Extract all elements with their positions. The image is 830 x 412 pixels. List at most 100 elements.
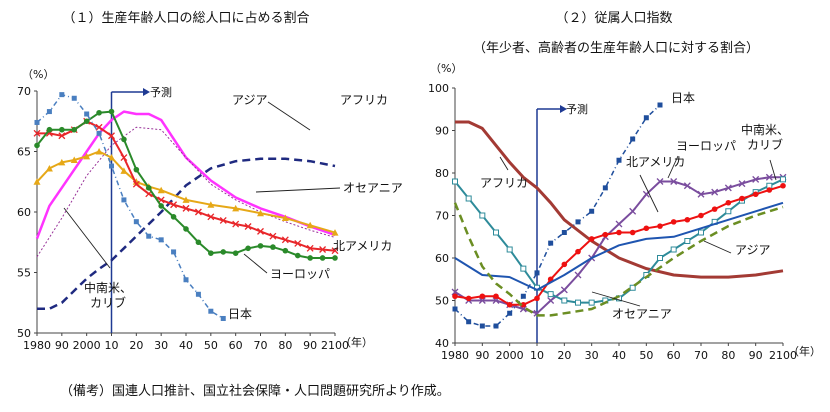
series-中南米-カリブ-point [479,212,486,219]
series-オセアニア-point [108,154,115,161]
series-ヨーロッパ-point [121,136,127,143]
series-中南米-カリブ-point [657,255,663,261]
series-日本-point [602,185,608,191]
series-オセアニア-point [232,204,240,212]
series-北アメリカ-point [534,295,540,302]
series-ヨーロッパ-point [232,250,239,256]
x-tick-label: 50 [204,339,218,352]
series-中南米-カリブ-point [684,238,691,244]
series-日本-point [208,308,214,314]
series-ヨーロッパ-point [765,173,773,181]
series-北アメリカ-point [711,206,718,212]
series-北アメリカ-point [698,212,704,219]
series-北アメリカ-label: 北アメリカ [626,155,685,169]
chart-title: （１）生産年齢人口の総人口に占める割合 [62,10,309,26]
series-中南米-カリブ-point [629,284,636,291]
series-ヨーロッパ-point [158,203,164,209]
x-tick-label: 50 [639,349,653,362]
series-オセアニア-point [281,214,289,222]
y-tick-label: 70 [435,210,449,223]
x-tick-label: 30 [154,339,168,352]
series-ヨーロッパ-point [738,180,746,188]
series-北アメリカ-point [629,229,636,236]
series-北アメリカ-point [506,301,513,308]
series-アジア-label: アジア [232,93,268,107]
series-北アメリカ-point [281,236,289,244]
series-ヨーロッパ-point [724,184,732,192]
x-tick-label: 20 [557,349,571,362]
series-ヨーロッパ-point [96,109,102,116]
series-日本-point [34,119,40,125]
forecast-arrowhead [143,88,150,96]
series-北アメリカ-point [120,154,128,162]
x-tick-label: 2100 [321,339,349,352]
series-ヨーロッパ-label: ヨーロッパ [270,267,330,281]
series-ヨーロッパ-point [46,126,53,133]
series-ヨーロッパ-point [59,126,65,133]
series-北アメリカ-point [465,295,472,302]
series-ヨーロッパ-point [208,250,214,256]
series-ヨーロッパ-label-pointer [667,155,679,179]
series-日本-point [220,315,226,321]
chart-1: （１）生産年齢人口の総人口に占める割合 （%） （年） 50 55 60 65 70 1980 9… [17,10,403,352]
x-tick-label: 60 [667,349,681,362]
series-アジア-label: アジア [735,243,771,257]
x-tick-label: 30 [585,349,599,362]
series-アジア-line [35,110,336,240]
series-ヨーロッパ-point [711,188,719,196]
series-日本-point [183,277,189,283]
series-日本-point [109,163,114,169]
series-ヨーロッパ-point [697,190,705,198]
series-日本-point [561,230,567,235]
series-オセアニア-point [83,152,91,160]
y-unit-label: （%） [22,68,54,81]
series-北アメリカ-point [170,201,178,209]
series-北アメリカ-point [725,199,732,206]
y-tick-label: 60 [17,206,31,219]
series-ヨーロッパ-point [170,214,177,220]
series-中南米-カリブ-point [588,299,595,306]
series-日本-point [84,111,90,117]
series-アジア-line [453,202,784,317]
series-北アメリカ-point [657,223,663,229]
series-ヨーロッパ-point [519,305,527,313]
series-アフリカ-line [455,120,784,279]
series-日本-point [575,219,581,225]
series-北アメリカ-point [269,232,277,240]
x-tick-label: 2000 [73,339,101,352]
series-中南米-カリブ-label-pointer [63,207,111,269]
series-日本-point [616,157,622,163]
series-オセアニア-point [331,229,339,236]
series-北アメリカ-point [588,236,595,242]
y-tick-label: 80 [435,167,449,180]
series-ヨーロッパ-point [83,118,90,125]
series-中南米-カリブ-point [493,229,499,236]
x-tick-label: 10 [530,349,544,362]
series-中南米-カリブ-line [454,178,784,304]
series-ヨーロッパ-point [478,297,486,304]
series-ヨーロッパ-point [319,255,326,261]
series-ヨーロッパ-point [656,178,664,185]
series-中南米-カリブ-point [520,265,527,272]
series-日本-point [548,240,554,246]
series-オセアニア-label: オセアニア [343,181,403,195]
chart-2: （２）従属人口指数 （年少者、高齢者の生産年齢人口に対する割合） （%） （年） 40 5… [428,11,821,362]
series-日本-point [59,92,65,98]
series-中南米-カリブ-point [465,195,472,202]
series-北アメリカ-point [561,261,568,268]
series-アジア-label-pointer [703,240,732,254]
series-アフリカ-label-pointer [499,156,509,171]
y-tick-label: 50 [435,295,449,308]
forecast-label: 予測 [150,85,172,99]
series-日本-point [133,219,139,225]
series-ヨーロッパ-point [270,244,276,250]
series-中南米-カリブ-point [506,246,513,253]
series-日本-point [630,136,636,142]
series-ヨーロッパ-point [195,239,202,246]
y-tick-label: 90 [435,125,449,138]
series-北アメリカ-point [493,293,499,300]
x-tick-label: 2100 [769,349,797,362]
series-オセアニア-point [257,209,264,217]
series-日本-point [171,249,177,255]
